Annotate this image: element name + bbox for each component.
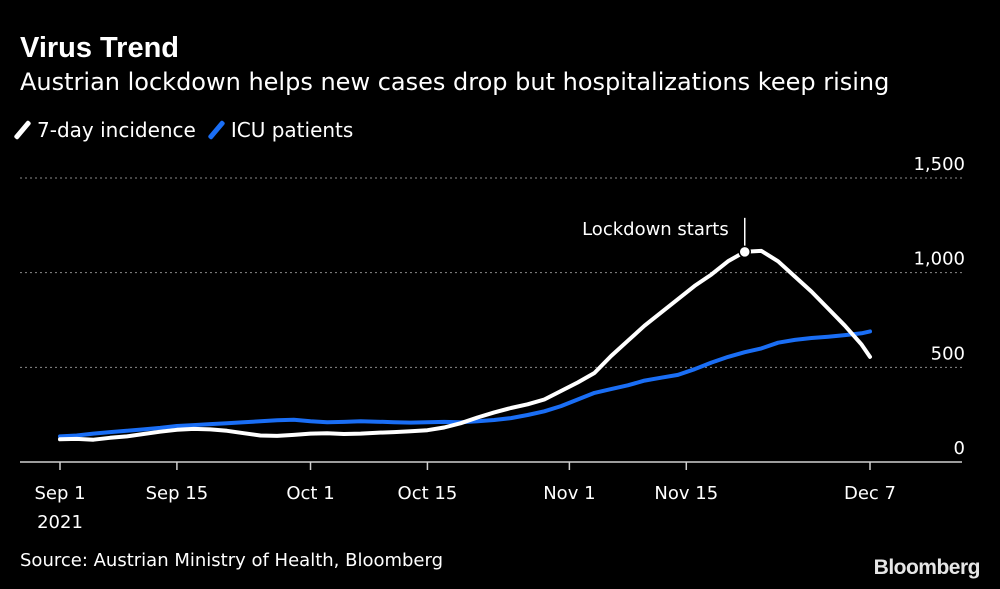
- chart-title: Virus Trend: [20, 32, 180, 64]
- chart-subtitle: Austrian lockdown helps new cases drop b…: [20, 68, 890, 96]
- legend-swatch-icu: [207, 119, 226, 141]
- x-axis: Sep 1 2021 Sep 15 Oct 1 Oct 15 Nov 1 Nov 15 Dec…: [20, 461, 962, 533]
- legend: 7-day incidence ICU patients: [13, 116, 354, 144]
- annotation-label: Lockdown starts: [582, 219, 729, 240]
- legend-label-icu: ICU patients: [230, 118, 354, 142]
- annotation: Lockdown starts: [582, 217, 751, 259]
- source-note: Source: Austrian Ministry of Health, Blo…: [20, 550, 444, 571]
- bloomberg-logo: Bloomberg: [873, 556, 981, 579]
- x-tick-label: Dec 7: [844, 483, 896, 504]
- series-line-incidence: [58, 248, 872, 442]
- annotation-marker: [738, 245, 751, 259]
- gridlines: 0 500 1,000 1,500: [20, 154, 965, 459]
- x-tick-label: Sep 15: [146, 483, 209, 504]
- x-tick-label: Sep 1: [34, 483, 85, 504]
- x-tick-label: Oct 1: [286, 483, 334, 504]
- y-tick-label: 1,000: [913, 249, 965, 270]
- legend-item-icu: ICU patients: [207, 118, 354, 142]
- x-tick-label: Nov 1: [543, 483, 595, 504]
- series-lines: [58, 248, 872, 442]
- x-tick-label: Oct 15: [398, 483, 458, 504]
- y-tick-label: 500: [931, 343, 965, 364]
- x-tick-sublabel: 2021: [37, 512, 83, 533]
- line-chart: 0 500 1,000 1,500 Sep 1 2021 Sep 15 Oct 1 Oct 1…: [20, 154, 965, 533]
- x-tick-label: Nov 15: [654, 483, 718, 504]
- legend-label-incidence: 7-day incidence: [37, 118, 196, 142]
- legend-swatch-incidence: [13, 119, 32, 141]
- y-tick-label: 0: [954, 438, 965, 459]
- y-tick-label: 1,500: [913, 154, 965, 175]
- legend-item-incidence: 7-day incidence: [13, 118, 196, 142]
